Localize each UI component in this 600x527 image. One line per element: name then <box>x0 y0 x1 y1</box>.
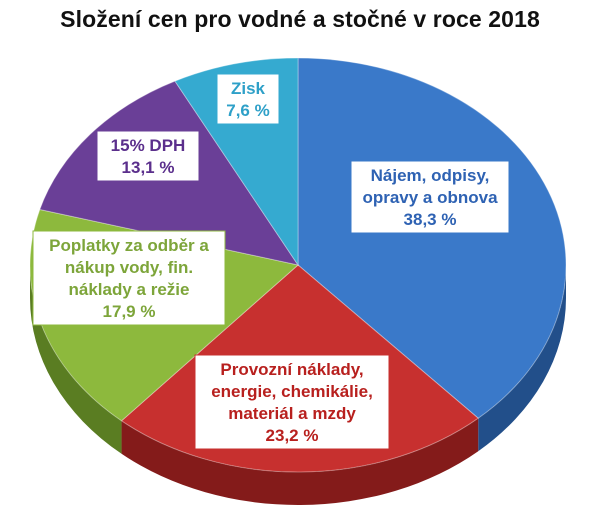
chart-title: Složení cen pro vodné a stočné v roce 20… <box>60 6 540 32</box>
slice-value-label: 13,1 % <box>122 158 175 177</box>
slice-label-line: Nájem, odpisy, <box>371 166 490 185</box>
slice-value-label: 7,6 % <box>226 101 269 120</box>
slice-label-3: 15% DPH 13,1 % <box>96 130 200 182</box>
slice-label-box-0 <box>350 160 510 234</box>
slice-label-line: materiál a mzdy <box>228 404 356 423</box>
slice-label-2: Poplatky za odběr a nákup vody, fin. nákla… <box>32 230 226 326</box>
slice-value-label: 38,3 % <box>404 210 457 229</box>
pie-labels: Nájem, odpisy, opravy a obnova 38,3 % Provo… <box>32 73 510 450</box>
slice-label-box-2 <box>32 230 226 326</box>
slice-label-line: nákup vody, fin. <box>65 258 193 277</box>
slice-label-0: Nájem, odpisy, opravy a obnova 38,3 % <box>350 160 510 234</box>
slice-label-line: opravy a obnova <box>362 188 498 207</box>
slice-label-4: Zisk 7,6 % <box>216 73 280 125</box>
slice-label-box-1 <box>194 354 390 450</box>
pie-side-1 <box>121 418 479 505</box>
slice-value-label: 23,2 % <box>266 426 319 445</box>
slice-label-line: 15% DPH <box>111 136 186 155</box>
pie-sides <box>30 265 566 505</box>
slice-label-1: Provozní náklady, energie, chemikálie, mat… <box>194 354 390 450</box>
slice-label-line: Zisk <box>231 79 266 98</box>
slice-label-box-4 <box>216 73 280 125</box>
slice-label-line: Provozní náklady, <box>220 360 363 379</box>
pie-side-0 <box>478 265 566 452</box>
slice-label-line: energie, chemikálie, <box>211 382 373 401</box>
slice-label-line: náklady a režie <box>69 280 190 299</box>
slice-label-line: Poplatky za odběr a <box>49 236 209 255</box>
pie-slice-0 <box>297 57 567 419</box>
pie-side-2 <box>30 265 122 454</box>
slice-value-label: 17,9 % <box>103 302 156 321</box>
slice-label-box-3 <box>96 130 200 182</box>
